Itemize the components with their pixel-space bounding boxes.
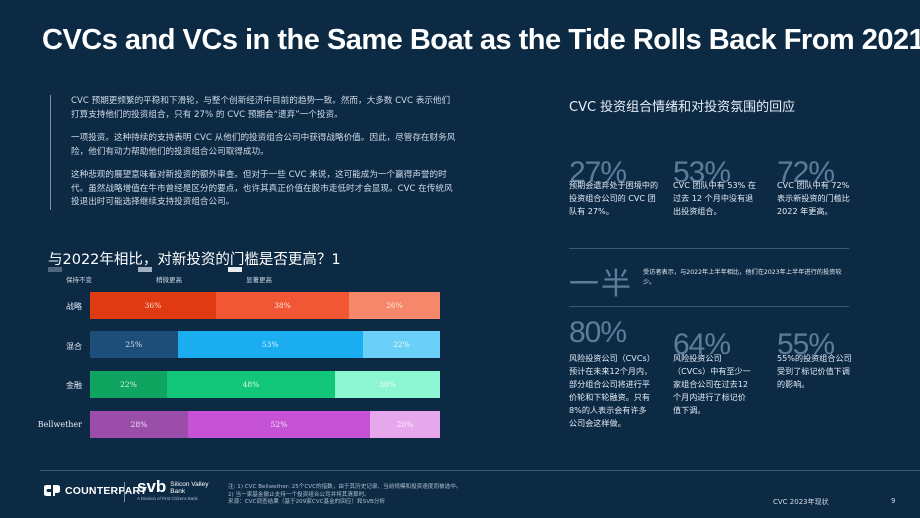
report-name: CVC 2023年现状 (773, 498, 829, 506)
counterpart-logo: COUNTERPART (44, 484, 147, 497)
legend-swatch (138, 267, 152, 272)
bar-segment: 22% (363, 331, 440, 358)
data-label: 22% (393, 340, 410, 349)
data-label: 48% (242, 380, 260, 389)
data-label: 20% (396, 420, 414, 429)
logo-separator (124, 482, 125, 502)
bar-row: 36% 38% 26% (90, 292, 440, 319)
svb-logo: svb Silicon Valley Bank A Division of Fi… (137, 477, 208, 501)
svb-name-block: Silicon Valley Bank (170, 481, 208, 495)
svb-tagline: A Division of First Citizens Bank (137, 496, 198, 501)
footnote: 来源：CVC调查结果（基于209家CVC基金的回应）和SVB分析 (228, 499, 386, 505)
slide-title: CVCs and VCs in the Same Boat as the Tid… (42, 24, 920, 56)
footer-divider (40, 470, 920, 471)
bar-row: 28% 52% 20% (90, 411, 440, 438)
stat-big-number: 53% (673, 156, 731, 189)
bar-row: 25% 53% 22% (90, 331, 440, 358)
data-label: 26% (386, 301, 403, 310)
counterpart-mark-icon (44, 485, 60, 496)
category-label: 战略 (66, 302, 82, 311)
svb-name-line: Silicon Valley (170, 481, 209, 488)
stat-description: 预期会遗弃处于困境中的投资组合公司的 CVC 团队有 27%。 (569, 180, 659, 216)
stat-big-number: 一半 (569, 268, 633, 301)
bar-segment: 25% (90, 331, 178, 358)
legend-label: 稍微更高 (156, 276, 182, 284)
data-label: 38% (274, 301, 291, 310)
data-label: 52% (270, 420, 288, 429)
bar-segment: 36% (90, 292, 216, 319)
stat-big-number: 55% (777, 328, 835, 361)
panel-title: CVC 投资组合情绪和对投资氛围的回应 (569, 100, 796, 115)
intro-paragraph: 一项投资。这种持续的支持表明 CVC 从他们的投资组合公司中获得战略价值。因此，… (71, 133, 456, 157)
stat-description: 风险投资公司（CVCs）预计在未来12个月内，部分组合公司将进行平价轮和下轮融资… (569, 353, 653, 428)
svb-name-line: Bank (170, 488, 186, 495)
data-label: 36% (144, 301, 162, 310)
stat-big-number: 64% (673, 328, 731, 361)
legend-item: 保持不变 (48, 267, 138, 284)
stat-description: CVC 团队中有 53% 在过去 12 个月中没有退出投资组合。 (673, 180, 757, 216)
category-label: Bellwether (37, 420, 82, 429)
stat-description: CVC 团队中有 72% 表示新投资的门槛比 2022 年更高。 (777, 180, 850, 216)
bar-segment: 20% (370, 411, 440, 438)
legend-label: 显著更高 (246, 276, 272, 284)
data-label: 22% (120, 380, 137, 389)
stat-big-number: 27% (569, 156, 627, 189)
stat-description: 受访者表示，与2022年上半年相比，他们在2023年上半年进行的投资较少。 (643, 269, 842, 286)
data-label: 25% (125, 340, 143, 349)
bar-segment: 52% (188, 411, 370, 438)
category-label: 混合 (66, 342, 82, 351)
svb-wordmark: svb (137, 477, 167, 496)
legend-swatch (228, 267, 242, 272)
category-label: 金融 (66, 381, 82, 390)
data-label: 28% (130, 420, 148, 429)
intro-text: CVC 预期更频繁的平稳和下滑轮，与整个创新经济中目前的趋势一致。然而，大多数 … (50, 95, 456, 210)
bar-segment: 30% (335, 371, 440, 398)
stat-description: 55%的投资组合公司受到了标记价值下调的影响。 (777, 353, 852, 389)
data-label: 30% (379, 380, 396, 389)
bar-row: 22% 48% 30% (90, 371, 440, 398)
chart-title: 与2022年相比，对新投资的门槛是否更高？1 (48, 252, 341, 268)
legend-swatch (48, 267, 62, 272)
legend-item: 稍微更高 (138, 267, 228, 284)
divider (569, 248, 849, 249)
bar-segment: 22% (90, 371, 167, 398)
divider (569, 306, 849, 307)
bar-segment: 53% (177, 331, 363, 358)
bar-segment: 48% (167, 371, 335, 398)
counterpart-wordmark: COUNTERPART (65, 484, 147, 497)
bar-segment: 26% (349, 292, 440, 319)
stat-description: 风险投资公司（CVCs）中有至少一家组合公司在过去12个月内进行了标记价值下调。 (673, 353, 751, 415)
intro-paragraph: 这种悲观的展望意味着对新投资的额外审查。但对于一些 CVC 来说，这可能成为一个… (71, 170, 453, 207)
intro-paragraph: CVC 预期更频繁的平稳和下滑轮，与整个创新经济中目前的趋势一致。然而，大多数 … (71, 96, 451, 120)
page-number: 9 (891, 497, 896, 505)
bar-segment: 38% (216, 292, 349, 319)
data-label: 53% (261, 340, 279, 349)
chart-legend: 保持不变 稍微更高 显著更高 (48, 267, 318, 284)
footnotes: 注: 1) CVC Bellwether: 25个CVC的指数，由于其历史记录、… (228, 484, 528, 507)
footnote: 2) 当一家基金撤止支持一个投资组合公司并将其清算时。 (228, 491, 370, 498)
stat-big-number: 72% (777, 156, 835, 189)
stat-big-number: 80% (569, 316, 627, 349)
legend-label: 保持不变 (66, 276, 92, 284)
bar-segment: 28% (90, 411, 188, 438)
legend-item: 显著更高 (228, 267, 318, 284)
footnote: 注: 1) CVC Bellwether: 25个CVC的指数，由于其历史记录、… (228, 484, 462, 490)
